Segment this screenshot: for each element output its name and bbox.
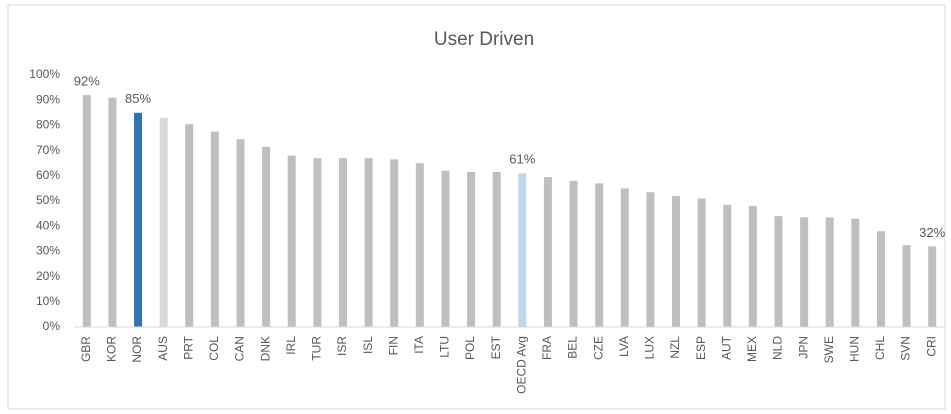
x-tick-label: MEX — [745, 336, 759, 362]
x-tick-label: LUX — [643, 336, 657, 359]
bar — [287, 155, 296, 327]
x-tick-label: ISL — [361, 336, 375, 354]
y-tick-label: 60% — [36, 168, 60, 182]
bar — [928, 246, 937, 327]
x-tick-label: NZL — [668, 336, 682, 359]
bar — [569, 180, 578, 327]
chart-title: User Driven — [434, 29, 534, 50]
y-tick-label: 40% — [36, 218, 60, 232]
y-tick-label: 100% — [29, 67, 60, 81]
bar — [620, 188, 629, 327]
bar — [338, 158, 347, 327]
bar — [774, 216, 783, 327]
y-tick-label: 30% — [36, 244, 60, 258]
bar — [543, 177, 552, 327]
bar — [492, 172, 501, 327]
x-tick-label: FIN — [386, 336, 400, 355]
x-tick-label: POL — [463, 336, 477, 360]
x-tick-label: PRT — [181, 335, 195, 359]
x-tick-label: TUR — [310, 336, 324, 361]
bar — [159, 117, 168, 327]
bar — [82, 95, 91, 327]
x-tick-label: IRL — [284, 336, 298, 355]
bar — [313, 158, 322, 327]
y-tick-label: 80% — [36, 118, 60, 132]
bar — [185, 124, 194, 327]
bar — [800, 217, 809, 327]
bar — [902, 245, 911, 327]
data-label: 32% — [919, 225, 945, 240]
bar — [236, 139, 245, 327]
bar — [210, 131, 219, 327]
bar — [646, 192, 655, 327]
x-tick-label: CAN — [233, 336, 247, 361]
bar — [672, 195, 681, 327]
x-tick-label: OECD Avg — [514, 336, 528, 394]
bar — [851, 218, 860, 327]
data-label: 85% — [125, 91, 151, 106]
bar — [441, 170, 450, 327]
x-tick-label: AUS — [156, 336, 170, 361]
bar — [415, 163, 424, 327]
x-tick-label: CZE — [591, 336, 605, 360]
y-tick-label: 50% — [36, 193, 60, 207]
x-tick-label: JPN — [796, 336, 810, 359]
bar — [723, 204, 732, 327]
x-tick-label: ITA — [412, 336, 426, 354]
bar — [876, 231, 885, 327]
x-tick-label: GBR — [79, 336, 93, 362]
x-tick-label: SWE — [822, 336, 836, 363]
bar — [748, 206, 757, 327]
bar — [262, 146, 271, 327]
x-tick-label: COL — [207, 336, 221, 361]
x-tick-label: LVA — [617, 336, 631, 357]
x-tick-label: CRI — [924, 336, 938, 357]
bar — [364, 158, 373, 327]
bar — [134, 112, 143, 327]
x-tick-label: HUN — [848, 336, 862, 362]
bar — [595, 183, 604, 327]
x-tick-label: CHL — [873, 336, 887, 360]
bar — [518, 173, 527, 327]
bar — [825, 217, 834, 327]
x-tick-label: BEL — [566, 336, 580, 359]
x-tick-label: KOR — [105, 336, 119, 362]
bar — [390, 159, 399, 327]
y-tick-label: 70% — [36, 143, 60, 157]
bar — [467, 172, 476, 327]
x-tick-label: LTU — [438, 336, 452, 358]
x-tick-label: NOR — [130, 336, 144, 363]
x-tick-label: AUT — [719, 335, 733, 360]
x-tick-label: DNK — [258, 336, 272, 361]
x-tick-label: NLD — [771, 336, 785, 360]
data-label: 92% — [74, 74, 100, 89]
x-tick-label: FRA — [540, 336, 554, 360]
data-label: 61% — [509, 152, 535, 167]
x-tick-label: ESP — [694, 336, 708, 360]
x-tick-label: EST — [489, 335, 503, 359]
y-tick-label: 90% — [36, 92, 60, 106]
y-tick-label: 0% — [43, 319, 61, 333]
x-tick-label: SVN — [899, 336, 913, 361]
y-tick-label: 10% — [36, 294, 60, 308]
y-tick-label: 20% — [36, 269, 60, 283]
x-tick-label: ISR — [335, 336, 349, 356]
bar — [108, 97, 117, 328]
bar — [697, 198, 706, 327]
